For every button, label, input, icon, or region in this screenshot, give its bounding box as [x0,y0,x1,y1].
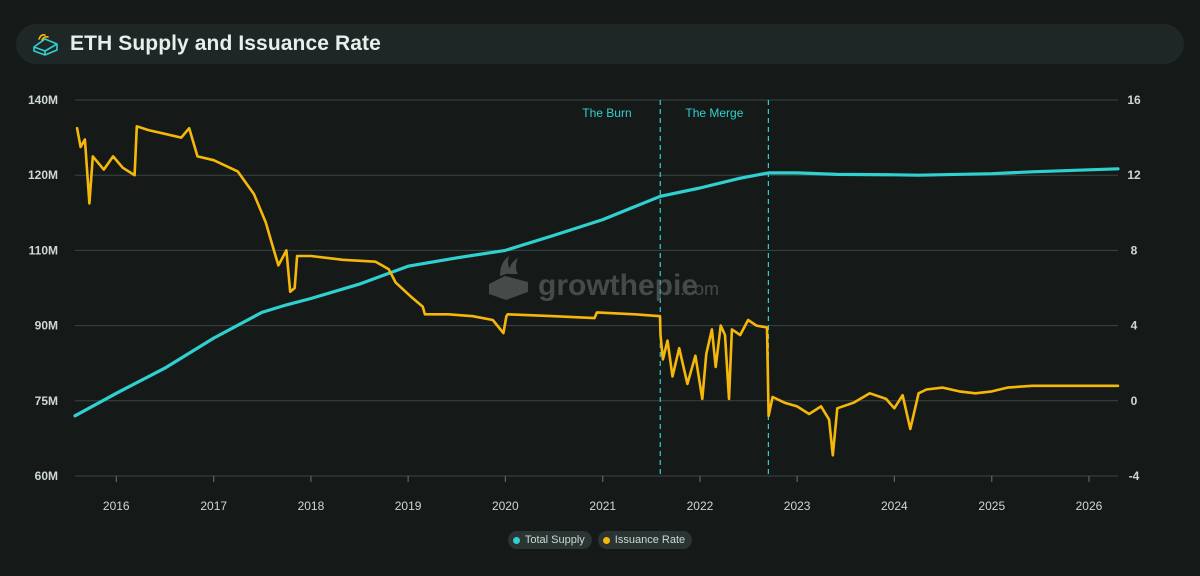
watermark-suffix: .com [680,279,719,299]
y-left-tick-label: 110M [29,243,58,257]
y-right-tick-label: 16 [1127,93,1141,107]
page-title: ETH Supply and Issuance Rate [70,32,381,55]
x-tick-label: 2022 [687,499,714,513]
growthepie-pie-icon [33,34,58,56]
y-right-tick-label: 0 [1131,394,1138,408]
x-tick-label: 2020 [492,499,519,513]
y-right-tick-label: 12 [1127,168,1141,182]
x-tick-label: 2021 [589,499,616,513]
event-markers: The Burn The Merge [582,100,769,476]
x-tick-label: 2026 [1076,499,1103,513]
y-left-tick-label: 120M [28,168,58,182]
x-tick-label: 2018 [298,499,325,513]
growthepie-watermark: growthepie .com [489,256,719,302]
x-tick-label: 2017 [200,499,227,513]
y-right-tick-label: -4 [1129,469,1140,483]
y-right-tick-label: 8 [1131,243,1138,257]
legend-item-issuance-rate[interactable]: Issuance Rate [597,531,693,549]
legend-label-issuance-rate: Issuance Rate [614,534,686,546]
x-tick-label: 2016 [103,499,130,513]
axes: 140M 120M 110M 90M 75M 60M 16 12 8 4 0 -4 2016 2017 20… [28,93,1141,513]
y-left-tick-label: 75M [35,394,58,408]
x-tick-label: 2025 [978,499,1005,513]
legend-dot-total-supply [512,536,520,544]
legend: Total Supply Issuance Rate [0,531,1200,549]
legend-label-total-supply: Total Supply [524,534,585,546]
legend-dot-issuance-rate [602,536,610,544]
watermark-brand: growthepie [538,269,698,302]
y-left-tick-label: 140M [28,93,58,107]
x-tick-label: 2023 [784,499,811,513]
y-right-tick-label: 4 [1131,319,1138,333]
series-line-issuance-rate [75,125,1120,457]
x-tick-label: 2024 [881,499,908,513]
y-left-tick-label: 60M [35,469,58,483]
watermark-pie-icon [489,256,528,300]
event-label: The Merge [685,106,743,120]
grid [75,99,1118,477]
y-left-tick-label: 90M [35,319,58,333]
event-label: The Burn [582,106,631,120]
chart-header: ETH Supply and Issuance Rate [16,24,1184,64]
x-tick-label: 2019 [395,499,422,513]
series-line-total-supply [73,167,1120,418]
legend-item-total-supply[interactable]: Total Supply [507,531,592,549]
